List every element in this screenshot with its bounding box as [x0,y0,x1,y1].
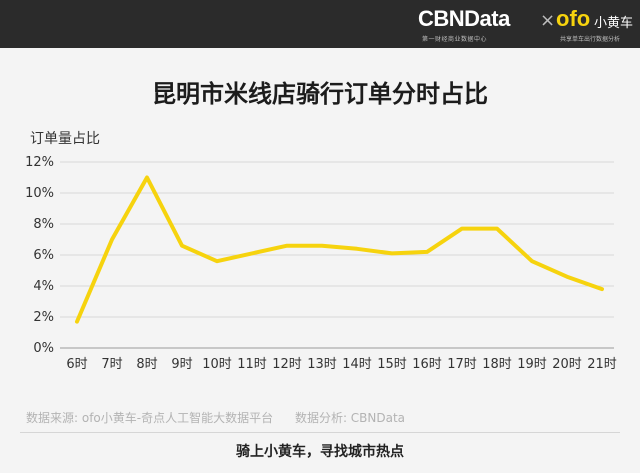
x-tick-label: 13时 [307,357,337,372]
x-tick-label: 20时 [552,357,582,372]
x-tick-label: 9时 [171,357,192,372]
line-chart: 0% 2% 4% 6% 8% 10% 12% 6时 7时 8时 9时 10时 11时 12时 13时 14时… [25,155,617,372]
x-tick-label: 19时 [517,357,547,372]
y-tick-label: 10% [25,186,54,201]
x-tick-label: 10时 [202,357,232,372]
data-source-text: 数据来源: ofo小黄车-奇点人工智能大数据平台 [26,411,274,425]
ofo-logo-cn: 小黄车 [594,16,634,31]
series-line [75,175,604,324]
chart-title: 昆明市米线店骑行订单分时占比 [152,80,488,108]
x-tick-label: 18时 [482,357,512,372]
cbndata-logo: CBNData [418,6,510,31]
ofo-logo: ofo [556,6,591,31]
x-tick-labels: 6时 7时 8时 9时 10时 11时 12时 13时 14时 15时 16时 17时 18时 19时 20… [66,357,616,372]
x-tick-label: 12时 [272,357,302,372]
y-tick-label: 4% [33,279,54,294]
x-tick-label: 8时 [136,357,157,372]
x-tick-label: 14时 [342,357,372,372]
x-tick-label: 16时 [412,357,442,372]
footer-slogan: 骑上小黄车，寻找城市热点 [236,444,404,460]
y-tick-label: 0% [33,341,54,356]
x-tick-label: 11时 [237,357,267,372]
x-tick-label: 15时 [377,357,407,372]
y-tick-label: 12% [25,155,54,170]
x-tick-label: 21时 [587,357,617,372]
x-tick-label: 17时 [447,357,477,372]
y-axis-label: 订单量占比 [30,131,100,147]
y-tick-label: 6% [33,248,54,263]
y-tick-label: 8% [33,217,54,232]
ofo-tagline: 共享单车出行数据分析 [560,36,621,43]
y-tick-labels: 0% 2% 4% 6% 8% 10% 12% [25,155,54,356]
x-tick-label: 7时 [101,357,122,372]
y-tick-label: 2% [33,310,54,325]
divider [20,432,620,433]
data-analysis-text: 数据分析: CBNData [294,411,406,425]
grid-lines [60,161,614,349]
source-note: 数据来源: ofo小黄车-奇点人工智能大数据平台 数据分析: CBNData [26,409,423,426]
cbndata-tagline: 第一财经商业数据中心 [422,36,488,43]
header-bar: CBNData 第一财经商业数据中心 × ofo 小黄车 共享单车出行数据分析 [0,0,640,48]
times-icon: × [540,10,556,31]
x-tick-label: 6时 [66,357,87,372]
